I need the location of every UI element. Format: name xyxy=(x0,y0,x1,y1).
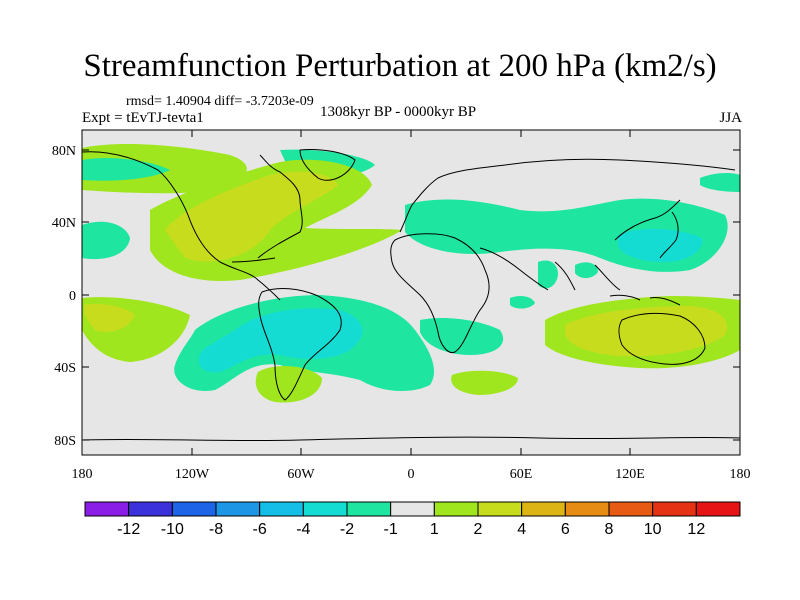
stats-line: rmsd= 1.40904 diff= -3.7203e-09 xyxy=(126,94,314,109)
experiment-line: Expt = tEvTJ-tevta1 xyxy=(82,110,204,126)
region-patagonia-positive xyxy=(255,366,322,403)
lat-tick-label: 0 xyxy=(69,289,76,304)
region-india-negative xyxy=(538,260,558,289)
lon-tick-label: 60W xyxy=(287,467,315,482)
coast-eurasia xyxy=(399,158,736,291)
colorbar-labels: -12 -10 -8 -6 -4 -2 -1 1 2 4 6 8 10 12 xyxy=(117,521,705,538)
region-central-pacific-negative xyxy=(82,221,130,260)
lon-ticks xyxy=(81,130,741,455)
coast-japan xyxy=(659,211,679,259)
coastlines xyxy=(82,149,740,442)
coast-indonesia xyxy=(609,294,681,306)
colorbar-label: 2 xyxy=(474,521,483,538)
colorbar-box xyxy=(477,501,523,517)
colorbar-label: -12 xyxy=(117,521,140,538)
colorbar-label: 10 xyxy=(644,521,662,538)
lon-tick-label: 60E xyxy=(510,467,533,482)
lat-tick-label: 80S xyxy=(54,434,76,449)
colorbar-box xyxy=(608,501,654,517)
colorbar-label: -2 xyxy=(340,521,354,538)
colorbar-label: 8 xyxy=(605,521,614,538)
map-title: Streamfunction Perturbation at 200 hPa (… xyxy=(83,48,717,84)
coast-greenland xyxy=(299,149,356,181)
colorbar-box xyxy=(171,501,217,517)
colorbar-box xyxy=(302,501,348,517)
colorbar-label: -6 xyxy=(253,521,267,538)
lat-ticks xyxy=(82,149,740,441)
region-north-america-core xyxy=(165,171,338,262)
region-arabian-sea xyxy=(510,295,535,309)
colorbar-box xyxy=(128,501,173,517)
lon-tick-label: 0 xyxy=(408,467,415,482)
region-south-america-core xyxy=(198,308,363,373)
colorbar-label: 4 xyxy=(517,521,526,538)
coast-antarctica xyxy=(82,436,740,442)
region-west-tropical-core xyxy=(84,304,135,332)
colorbar-box xyxy=(564,501,610,517)
colorbar-label: 12 xyxy=(687,521,705,538)
region-south-africa-positive xyxy=(451,370,518,395)
colorbar-label: 6 xyxy=(561,521,570,538)
lat-tick-label: 80N xyxy=(52,144,76,159)
colorbar-label: -1 xyxy=(384,521,398,538)
lon-tick-label: 120W xyxy=(175,467,210,482)
colorbar-label: 1 xyxy=(430,521,439,538)
colorbar-box xyxy=(695,501,741,517)
region-south-atlantic-negative xyxy=(420,318,504,355)
lon-tick-label: 120E xyxy=(615,467,645,482)
coast-south-america xyxy=(258,288,342,401)
lon-tick-label: 180 xyxy=(730,467,751,482)
region-northeast-corner xyxy=(700,173,740,192)
region-indian-ocean-negative xyxy=(575,262,598,279)
region-north-pacific-core xyxy=(82,158,170,181)
colorbar-label: -10 xyxy=(161,521,184,538)
colorbar-box xyxy=(346,501,392,517)
lon-tick-label: 180 xyxy=(72,467,93,482)
colorbar-box xyxy=(259,501,304,517)
colorbar-box xyxy=(652,501,697,517)
colorbar-box xyxy=(433,501,479,517)
time-period: 1308kyr BP - 0000kyr BP xyxy=(320,104,477,120)
lat-tick-label: 40N xyxy=(52,216,76,231)
colorbar-box xyxy=(390,501,435,517)
colorbar-box xyxy=(521,501,566,517)
contour-fills xyxy=(82,144,740,403)
colorbar-label: -8 xyxy=(209,521,223,538)
colorbar xyxy=(84,501,741,517)
coast-australia xyxy=(618,312,706,365)
colorbar-label: -4 xyxy=(296,521,310,538)
lat-tick-label: 40S xyxy=(54,361,76,376)
season-label: JJA xyxy=(719,110,742,126)
colorbar-box xyxy=(84,501,130,517)
colorbar-box xyxy=(215,501,261,517)
coast-north-america xyxy=(82,151,303,301)
region-east-asia-core xyxy=(618,228,703,262)
coast-africa xyxy=(390,233,490,354)
